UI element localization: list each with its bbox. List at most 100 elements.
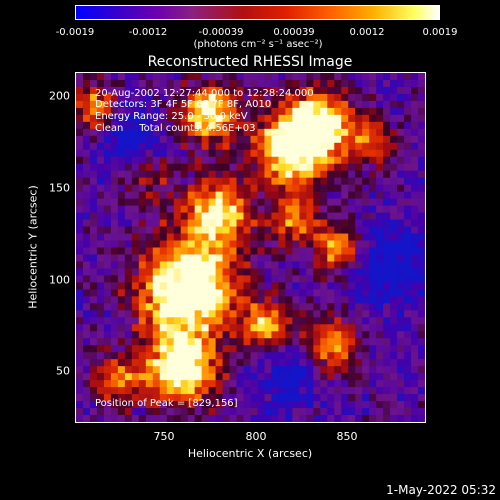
heatmap-cell [341,177,349,186]
heatmap-cell [89,219,98,227]
heatmap-cell [117,100,126,109]
heatmap-cell [292,275,300,283]
heatmap-cell [180,303,189,311]
heatmap-cell [124,359,133,367]
heatmap-cell [278,219,286,227]
heatmap-cell [138,219,147,227]
heatmap-cell [369,345,377,353]
heatmap-cell [306,296,314,304]
heatmap-cell [383,86,391,95]
heatmap-cell [138,296,147,304]
heatmap-cell [215,233,223,241]
heatmap-cell [145,296,154,304]
heatmap-cell [222,352,230,360]
heatmap-cell [110,268,119,276]
heatmap-cell [250,303,258,311]
heatmap-cell [103,86,112,95]
heatmap-cell [145,156,154,165]
heatmap-cell [411,289,419,297]
heatmap-cell [418,387,425,395]
heatmap-cell [397,73,405,81]
heatmap-cell [404,156,412,165]
heatmap-cell [229,93,237,102]
heatmap-cell [390,310,398,318]
heatmap-cell [208,289,216,297]
heatmap-cell [369,156,377,165]
heatmap-cell [334,135,342,144]
heatmap-cell [103,191,112,200]
heatmap-cell [404,184,412,193]
heatmap-cell [82,205,91,213]
heatmap-cell [229,107,237,116]
heatmap-cell [390,86,398,95]
heatmap-cell [152,408,161,416]
heatmap-cell [124,247,133,255]
heatmap-cell [152,205,161,213]
heatmap-cell [194,177,203,186]
heatmap-cell [131,303,140,311]
heatmap-cell [201,177,210,186]
heatmap-cell [194,317,203,325]
heatmap-cell [383,212,391,220]
heatmap-cell [285,373,293,381]
heatmap-cell [117,338,126,346]
heatmap-cell [96,366,105,374]
heatmap-cell [180,387,189,395]
heatmap-cell [264,254,272,262]
heatmap-cell [208,317,216,325]
heatmap-cell [89,345,98,353]
heatmap-cell [285,261,293,269]
heatmap-cell [103,268,112,276]
heatmap-cell [236,394,244,402]
heatmap-cell [159,415,168,422]
heatmap-cell [285,289,293,297]
y-tick-label: 200 [49,89,70,103]
heatmap-cell [320,86,328,95]
heatmap-cell [376,114,384,123]
heatmap-cell [208,408,216,416]
heatmap-cell [327,380,335,388]
heatmap-cell [411,163,419,172]
heatmap-cell [243,387,251,395]
heatmap-cell [292,359,300,367]
heatmap-cell [215,352,223,360]
heatmap-cell [201,310,210,318]
heatmap-cell [299,373,307,381]
heatmap-cell [124,289,133,297]
heatmap-cell [166,233,175,241]
heatmap-cell [348,380,356,388]
heatmap-cell [285,107,293,116]
heatmap-cell [362,100,370,109]
heatmap-cell [76,352,84,360]
heatmap-cell [285,93,293,102]
heatmap-cell [390,121,398,130]
heatmap-cell [355,156,363,165]
heatmap-cell [411,310,419,318]
heatmap-cell [180,394,189,402]
heatmap-cell [96,373,105,381]
heatmap-cell [166,156,175,165]
heatmap-cell [355,247,363,255]
heatmap-cell [341,408,349,416]
heatmap-cell [138,86,147,95]
heatmap-cell [159,401,168,409]
heatmap-cell [236,114,244,123]
heatmap-cell [397,212,405,220]
heatmap-cell [89,380,98,388]
heatmap-cell [236,212,244,220]
heatmap-cell [355,170,363,179]
heatmap-cell [131,282,140,290]
heatmap-cell [292,387,300,395]
heatmap-cell [152,114,161,123]
heatmap-cell [76,142,84,151]
heatmap-cell [292,177,300,186]
heatmap-cell [327,107,335,116]
heatmap-cell [131,296,140,304]
heatmap-cell [299,387,307,395]
heatmap-cell [145,121,154,130]
x-tick-label: 850 [336,430,358,443]
heatmap-cell [145,247,154,255]
heatmap-cell [397,121,405,130]
heatmap-cell [278,366,286,374]
heatmap-cell [243,282,251,290]
